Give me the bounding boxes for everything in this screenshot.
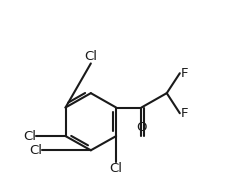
- Text: F: F: [181, 107, 188, 120]
- Text: O: O: [136, 121, 147, 135]
- Text: Cl: Cl: [84, 50, 97, 63]
- Text: Cl: Cl: [29, 144, 42, 157]
- Text: F: F: [181, 67, 188, 80]
- Text: Cl: Cl: [110, 162, 123, 175]
- Text: Cl: Cl: [23, 130, 36, 143]
